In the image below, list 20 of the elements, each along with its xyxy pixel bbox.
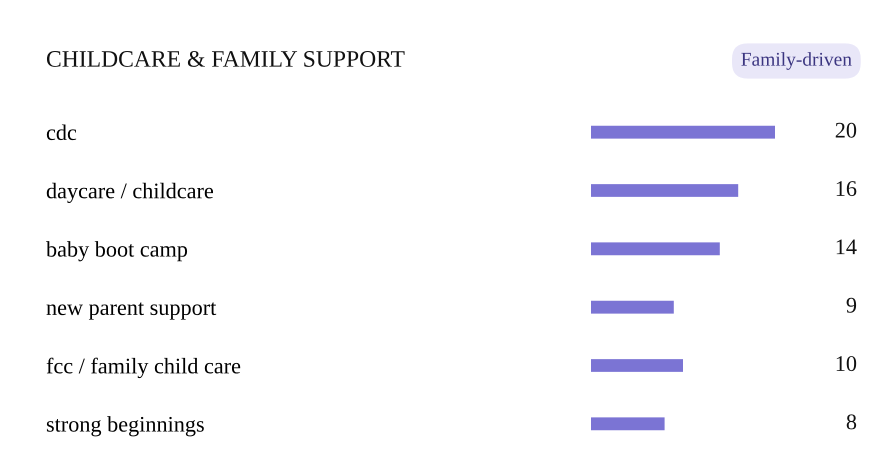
bar [591, 417, 665, 430]
bar [591, 126, 775, 139]
y-tick-label: strong beginnings [46, 416, 204, 436]
bar [591, 300, 674, 314]
data-label: 9 [846, 298, 856, 313]
y-tick-label: cdc [46, 124, 76, 140]
data-label: 14 [836, 240, 857, 254]
text: Family-driven [741, 52, 852, 70]
bar [591, 359, 683, 372]
data-label: 10 [836, 356, 856, 372]
y-tick-label: fcc / family child care [46, 358, 240, 378]
y-tick-label: daycare / childcare [46, 182, 214, 204]
y-tick-label: baby boot camp [46, 241, 188, 262]
bar [591, 184, 738, 197]
bar [591, 242, 720, 256]
data-label: 16 [836, 181, 856, 196]
text: CHILDCARE & FAMILY SUPPORT [46, 50, 405, 67]
y-tick-label: new parent support [46, 302, 216, 320]
data-label: 8 [846, 414, 856, 430]
data-label: 20 [836, 122, 856, 138]
